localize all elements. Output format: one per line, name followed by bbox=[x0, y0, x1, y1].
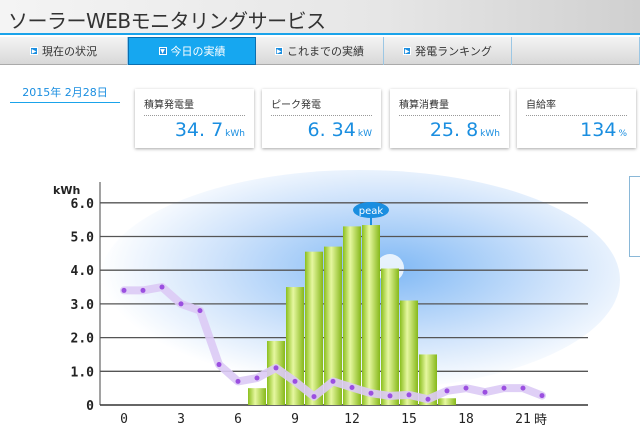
y-tick-label: 0 bbox=[86, 399, 94, 414]
consumption-point bbox=[121, 287, 127, 293]
x-tick-label: 3 bbox=[177, 412, 185, 427]
card-total-generation: 積算発電量 34. 7 kWh bbox=[135, 89, 254, 148]
y-axis-label: kWh bbox=[53, 184, 80, 197]
x-tick-label: 6 bbox=[234, 412, 242, 427]
tab-empty bbox=[512, 37, 640, 65]
consumption-point bbox=[254, 375, 260, 381]
arrow-right-icon: ▶ bbox=[30, 47, 38, 55]
card-unit: kWh bbox=[480, 129, 500, 139]
y-tick-label: 5.0 bbox=[71, 231, 95, 246]
y-tick-label: 4.0 bbox=[71, 264, 95, 279]
consumption-point bbox=[349, 384, 355, 390]
app-title: ソーラーWEBモニタリングサービス bbox=[8, 9, 326, 33]
y-tick-label: 2.0 bbox=[71, 332, 95, 347]
x-tick-label: 18 bbox=[458, 412, 474, 427]
nav-tabs: ▶ 現在の状況 ▼ 今日の実績 ▶ これまでの実績 ▶ 発電ランキング bbox=[0, 37, 640, 65]
card-label: ピーク発電 bbox=[271, 100, 321, 111]
bar bbox=[438, 398, 456, 405]
y-tick-label: 6.0 bbox=[71, 197, 95, 212]
card-self-sufficiency: 自給率 134% bbox=[517, 89, 636, 148]
bar bbox=[267, 340, 285, 405]
card-peak-generation: ピーク発電 6. 34 kW bbox=[262, 89, 381, 148]
bar bbox=[419, 354, 437, 405]
card-value: 6. 34 bbox=[307, 119, 356, 141]
arrow-down-icon: ▼ bbox=[158, 47, 167, 55]
consumption-point bbox=[444, 388, 450, 394]
x-unit-label: 時 bbox=[534, 413, 547, 428]
arrow-right-icon: ▶ bbox=[275, 47, 284, 55]
consumption-point bbox=[140, 287, 146, 293]
card-unit: kWh bbox=[225, 129, 245, 139]
x-tick-label: 15 bbox=[401, 412, 417, 427]
consumption-point bbox=[178, 301, 184, 307]
tab-current-status[interactable]: ▶ 現在の状況 bbox=[0, 37, 128, 65]
card-unit: % bbox=[618, 129, 627, 139]
x-tick-label: 0 bbox=[120, 412, 128, 427]
tab-label: 今日の実績 bbox=[170, 45, 226, 58]
bar bbox=[324, 246, 342, 405]
tab-label: 発電ランキング bbox=[415, 45, 492, 58]
card-label: 自給率 bbox=[526, 100, 556, 111]
consumption-point bbox=[311, 394, 317, 400]
consumption-point bbox=[159, 284, 165, 290]
consumption-point bbox=[539, 393, 545, 399]
bar bbox=[362, 225, 380, 405]
y-tick-label: 1.0 bbox=[71, 365, 95, 380]
x-tick-label: 21 bbox=[515, 412, 531, 427]
date-label: 2015年 2月28日 bbox=[10, 84, 120, 103]
tab-history[interactable]: ▶ これまでの実績 bbox=[256, 37, 385, 65]
side-panel bbox=[629, 176, 640, 257]
tab-label: これまでの実績 bbox=[287, 45, 365, 58]
card-value: 25. 8 bbox=[429, 119, 479, 141]
consumption-point bbox=[463, 385, 469, 391]
card-value: 34. 7 bbox=[174, 119, 224, 141]
consumption-point bbox=[216, 362, 222, 368]
arrow-right-icon: ▶ bbox=[403, 47, 412, 55]
card-label: 積算発電量 bbox=[144, 100, 194, 111]
consumption-point bbox=[482, 389, 488, 395]
x-tick-label: 9 bbox=[291, 412, 299, 427]
tab-today[interactable]: ▼ 今日の実績 bbox=[128, 37, 257, 65]
x-tick-label: 12 bbox=[344, 412, 360, 427]
consumption-point bbox=[273, 365, 279, 371]
consumption-point bbox=[387, 393, 393, 399]
y-tick-label: 3.0 bbox=[71, 298, 95, 313]
tab-ranking[interactable]: ▶ 発電ランキング bbox=[384, 37, 513, 65]
consumption-point bbox=[406, 392, 412, 398]
bar bbox=[400, 300, 418, 405]
consumption-point bbox=[235, 378, 241, 384]
card-total-consumption: 積算消費量 25. 8 kWh bbox=[390, 89, 509, 148]
peak-label: peak bbox=[359, 206, 384, 217]
bar bbox=[248, 388, 266, 405]
tab-label: 現在の状況 bbox=[42, 45, 97, 58]
consumption-point bbox=[520, 385, 526, 391]
bar bbox=[343, 226, 361, 405]
consumption-point bbox=[368, 390, 374, 396]
consumption-point bbox=[425, 396, 431, 402]
card-unit: kW bbox=[357, 129, 372, 139]
consumption-point bbox=[292, 378, 298, 384]
bar bbox=[381, 268, 399, 405]
card-value: 134 bbox=[580, 119, 617, 141]
peak-badge bbox=[353, 202, 389, 219]
bar bbox=[305, 251, 323, 405]
app-header: ソーラーWEBモニタリングサービス bbox=[0, 0, 640, 35]
card-label: 積算消費量 bbox=[399, 100, 449, 111]
consumption-point bbox=[330, 378, 336, 384]
consumption-point bbox=[501, 385, 507, 391]
consumption-point bbox=[197, 308, 203, 314]
